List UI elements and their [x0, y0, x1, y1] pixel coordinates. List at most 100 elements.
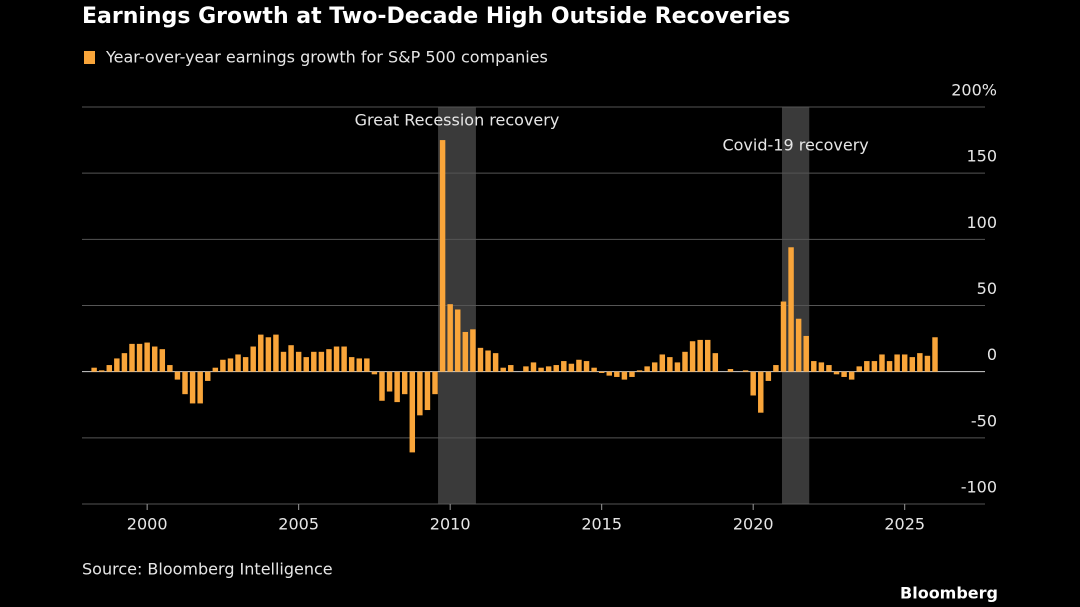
bar — [568, 363, 575, 372]
bar — [508, 365, 514, 372]
bar — [901, 354, 908, 372]
x-tick-label: 2005 — [278, 515, 319, 534]
bar — [614, 371, 620, 377]
bar — [576, 359, 582, 372]
bar — [742, 370, 749, 372]
y-tick-label: -100 — [961, 478, 997, 497]
x-tick-label: 2000 — [127, 515, 168, 534]
bar — [295, 351, 302, 372]
bar — [182, 371, 188, 395]
bar — [591, 367, 597, 372]
bar — [371, 371, 378, 375]
legend-label: Year-over-year earnings growth for S&P 5… — [105, 48, 548, 67]
bar — [523, 366, 529, 372]
bar — [780, 301, 787, 372]
bar — [803, 335, 809, 372]
bar — [348, 357, 355, 372]
bar — [924, 355, 931, 372]
bar — [712, 353, 719, 372]
legend-swatch — [84, 51, 95, 64]
bar — [98, 370, 105, 372]
bar — [477, 347, 484, 372]
bar — [765, 371, 772, 381]
bar — [644, 366, 650, 372]
y-tick-label: 0 — [987, 345, 997, 364]
bar — [659, 354, 666, 372]
bar — [598, 371, 605, 373]
bar — [303, 357, 309, 372]
bar — [788, 247, 794, 372]
bar — [205, 371, 211, 381]
bar — [492, 353, 499, 372]
bar — [379, 371, 385, 401]
bar — [159, 349, 166, 372]
bar — [583, 361, 590, 372]
bar — [242, 357, 249, 372]
bar — [758, 371, 764, 413]
y-tick-label: 150 — [966, 147, 997, 166]
bar — [705, 339, 711, 372]
bar — [545, 366, 552, 372]
bar — [227, 358, 234, 372]
x-tick-label: 2020 — [733, 515, 774, 534]
bar — [273, 334, 279, 372]
bar — [773, 365, 779, 372]
bar — [727, 369, 734, 372]
bar — [811, 361, 817, 372]
bar — [606, 371, 612, 376]
x-tick-label: 2010 — [430, 515, 471, 534]
bar — [462, 331, 469, 372]
bar — [667, 357, 673, 372]
bar — [432, 371, 438, 395]
bar — [682, 351, 688, 372]
bar — [470, 329, 476, 372]
bar — [386, 371, 393, 392]
bar — [106, 365, 112, 372]
bar — [167, 365, 173, 372]
bar — [424, 371, 431, 411]
bar — [318, 351, 325, 372]
bar — [795, 318, 802, 372]
y-tick-label: -50 — [971, 411, 997, 430]
bar — [341, 346, 347, 372]
bar — [356, 358, 362, 372]
bar — [894, 354, 900, 372]
bar — [500, 367, 506, 372]
bar — [818, 362, 825, 372]
y-tick-label: 200% — [951, 81, 997, 100]
bar — [311, 351, 317, 372]
bar — [697, 339, 703, 372]
bar — [333, 346, 340, 372]
bar — [636, 370, 643, 372]
bar — [689, 341, 696, 372]
bar — [439, 140, 446, 372]
bar — [879, 354, 885, 372]
bar — [144, 342, 150, 372]
bar — [932, 337, 938, 372]
bar — [151, 346, 158, 372]
bar — [629, 371, 635, 377]
x-tick-label: 2025 — [884, 515, 925, 534]
bar — [129, 343, 135, 372]
bar — [621, 371, 628, 380]
bar — [212, 367, 219, 372]
bar — [280, 351, 287, 372]
y-tick-label: 100 — [966, 213, 997, 232]
bar — [864, 361, 870, 372]
brand: Bloomberg — [900, 584, 998, 603]
bar — [485, 350, 491, 372]
bar — [220, 359, 226, 372]
bar — [265, 337, 272, 372]
bar — [250, 346, 256, 372]
bar — [417, 371, 423, 416]
bar — [833, 371, 840, 375]
bar — [674, 362, 681, 372]
bar — [871, 361, 878, 372]
bar — [174, 371, 181, 380]
bar — [917, 353, 923, 372]
bar — [826, 365, 832, 372]
bar — [364, 358, 370, 372]
y-tick-label: 50 — [977, 279, 997, 298]
bar — [136, 343, 143, 372]
